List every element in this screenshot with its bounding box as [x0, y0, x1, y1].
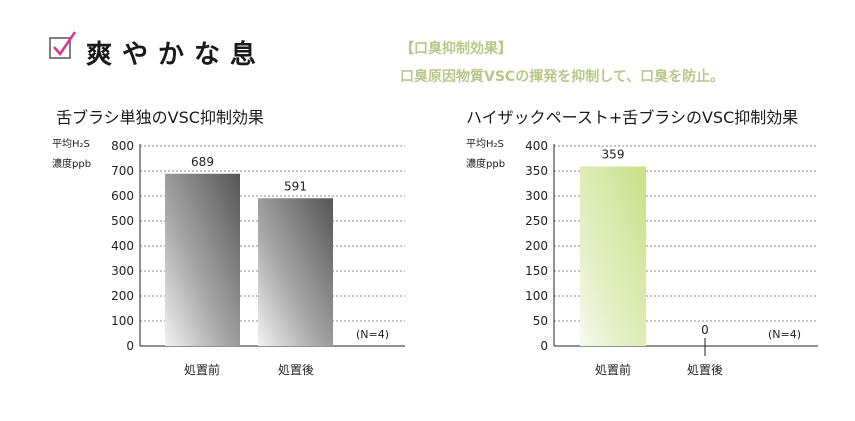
chart-1-ytick-label: 300: [111, 264, 134, 278]
chart-1-ylabel-line: 平均H₂S: [52, 138, 90, 150]
chart-2-ytick-label: 250: [525, 214, 548, 228]
chart-1-data-label: 591: [284, 179, 307, 193]
chart-1-category-label: 処置後: [278, 363, 314, 377]
chart-1-ytick-label: 800: [111, 139, 134, 153]
chart-2-category-label: 処置後: [687, 363, 723, 377]
chart-2-ylabel-line: 平均H₂S: [466, 138, 504, 150]
page-title: 爽やかな息: [86, 40, 267, 70]
checkbox-check-icon: [49, 31, 77, 59]
chart-2-title: ハイザックペースト+舌ブラシのVSC抑制効果: [466, 108, 799, 127]
chart-1-ytick-label: 200: [111, 289, 134, 303]
chart-1-bar: [165, 173, 240, 346]
chart-2-bar: [580, 166, 646, 346]
chart-1-bar: [258, 198, 333, 346]
chart-2-data-label: 0: [701, 323, 709, 337]
chart-1-ytick-label: 100: [111, 314, 134, 328]
chart-2-annotation: (N=4): [768, 328, 801, 341]
chart-2-ytick-label: 350: [525, 164, 548, 178]
chart-2-ylabel-line: 濃度ppb: [466, 157, 505, 170]
chart-1-ytick-label: 400: [111, 239, 134, 253]
chart-2-ytick-label: 400: [525, 139, 548, 153]
chart-1-ytick-label: 700: [111, 164, 134, 178]
effect-description: 口臭原因物質VSCの揮発を抑制して、口臭を防止。: [400, 69, 725, 85]
chart-1-data-label: 689: [191, 155, 214, 169]
chart-2-data-label: 359: [602, 148, 625, 162]
effect-heading: 【口臭抑制効果】: [400, 41, 512, 57]
chart-1-ytick-label: 500: [111, 214, 134, 228]
chart-2-ytick-label: 100: [525, 289, 548, 303]
chart-2-ytick-label: 50: [533, 314, 548, 328]
chart-2-category-label: 処置前: [595, 362, 631, 377]
chart-1-ytick-label: 600: [111, 189, 134, 203]
chart-1-ylabel-line: 濃度ppb: [52, 157, 91, 170]
chart-2-ytick-label: 150: [525, 264, 548, 278]
chart-1-annotation: (N=4): [356, 328, 389, 341]
chart-1-category-label: 処置前: [184, 362, 220, 377]
chart-2-ytick-label: 300: [525, 189, 548, 203]
chart-1-title: 舌ブラシ単独のVSC抑制効果: [56, 108, 264, 127]
chart-2-ytick-label: 200: [525, 239, 548, 253]
chart-1-ytick-label: 0: [126, 339, 134, 353]
chart-2-ytick-label: 0: [540, 339, 548, 353]
